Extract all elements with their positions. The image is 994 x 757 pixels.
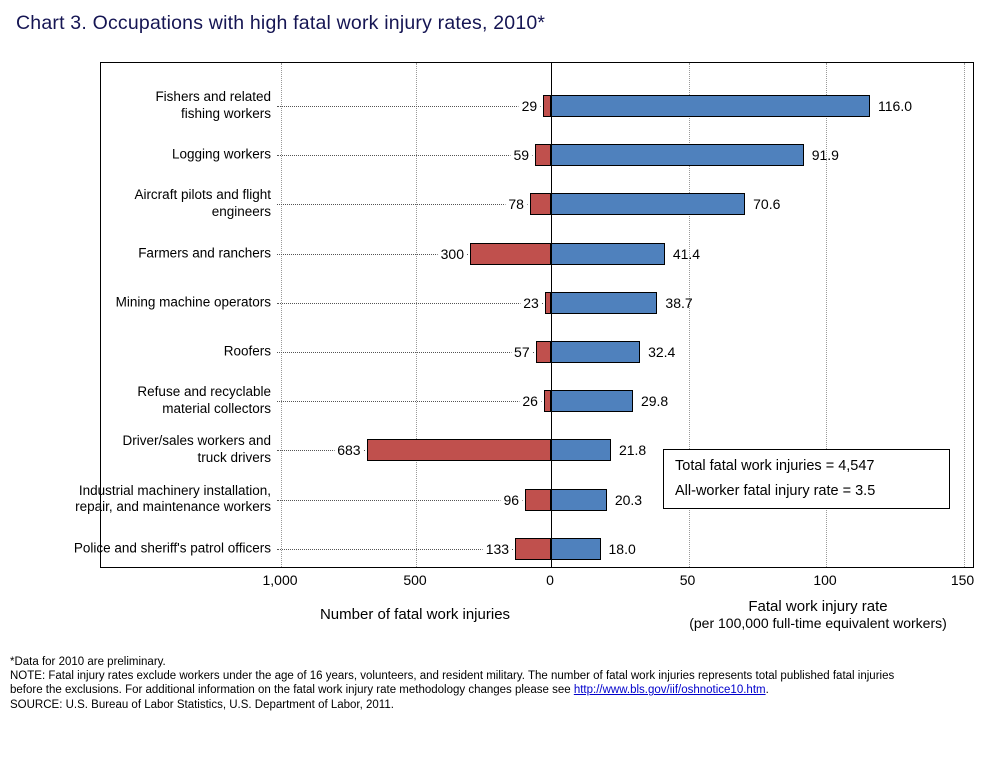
leader-line xyxy=(277,253,468,255)
right-axis-tick: 150 xyxy=(950,572,975,588)
bar-injury-rate xyxy=(551,242,665,265)
injury-count-label: 23 xyxy=(520,294,542,311)
left-axis-title: Number of fatal work injuries xyxy=(319,606,511,623)
gridline-right-axis xyxy=(963,63,965,567)
left-axis-tick: 0 xyxy=(546,572,554,588)
bar-injury-rate xyxy=(551,95,870,117)
injury-count-label: 683 xyxy=(334,442,364,459)
preliminary-note: *Data for 2010 are preliminary. xyxy=(10,656,166,668)
category-label: Mining machine operators xyxy=(115,294,271,310)
injury-rate-label: 29.8 xyxy=(640,393,669,410)
category-label: Industrial machinery installation, repair… xyxy=(75,482,271,515)
leader-line xyxy=(277,401,542,403)
bar-fatal-injuries xyxy=(544,291,551,314)
bar-injury-rate xyxy=(551,488,607,511)
leader-line xyxy=(277,155,534,157)
bar-fatal-injuries xyxy=(543,390,551,413)
plot-frame: Fishers and related fishing workers 29 116.… xyxy=(74,62,974,568)
injury-rate-label: 70.6 xyxy=(753,196,781,213)
category-label: Logging workers xyxy=(171,146,271,162)
injury-rate-label: 91.9 xyxy=(811,147,839,164)
note-line2: before the exclusions. For additional in… xyxy=(10,683,988,697)
bar-fatal-injuries xyxy=(515,537,551,560)
bar-injury-rate xyxy=(551,291,658,314)
chart-title: Chart 3. Occupations with high fatal wor… xyxy=(16,12,546,34)
leader-line xyxy=(277,548,514,550)
injury-rate-label: 41.4 xyxy=(672,245,701,262)
leader-line xyxy=(277,499,524,501)
bar-injury-rate xyxy=(551,341,641,363)
injury-count-label: 96 xyxy=(500,491,523,508)
right-axis-title: Fatal work injury rate (per 100,000 full… xyxy=(689,598,947,632)
leader-line xyxy=(277,106,542,107)
left-axis-tick: 1,000 xyxy=(262,572,298,588)
total-injuries-text: Total fatal work injuries = 4,547 xyxy=(675,458,875,474)
injury-rate-label: 20.3 xyxy=(614,491,643,508)
injury-rate-label: 116.0 xyxy=(878,98,912,114)
injury-count-label: 59 xyxy=(510,147,533,164)
bar-fatal-injuries xyxy=(535,144,551,167)
gridline-right-axis xyxy=(688,63,690,567)
right-axis-tick: 100 xyxy=(813,572,837,588)
x-axis-ticks: 1,000 500 0 50 100 150 xyxy=(100,572,974,590)
category-label: Police and sheriff's patrol officers xyxy=(73,540,271,556)
injury-rate-label: 38.7 xyxy=(665,294,693,311)
footnotes: *Data for 2010 are preliminary. NOTE: Fa… xyxy=(10,655,988,712)
bar-injury-rate xyxy=(551,144,804,167)
leader-line xyxy=(277,352,534,353)
bar-fatal-injuries xyxy=(470,242,551,265)
bar-fatal-injuries xyxy=(525,488,551,511)
category-label: Aircraft pilots and flight engineers xyxy=(134,187,271,220)
category-label: Roofers xyxy=(223,343,271,359)
bar-fatal-injuries xyxy=(366,439,551,462)
gridline-left-axis xyxy=(281,63,282,567)
bar-fatal-injuries xyxy=(535,341,551,363)
leader-line xyxy=(277,204,528,206)
bar-injury-rate xyxy=(551,439,611,462)
right-axis-title-line2: (per 100,000 full-time equivalent worker… xyxy=(689,615,947,631)
injury-count-label: 78 xyxy=(505,196,527,213)
injury-rate-label: 21.8 xyxy=(618,442,647,459)
bar-injury-rate xyxy=(551,537,601,560)
injury-count-label: 26 xyxy=(519,393,541,410)
injury-rate-label: 18.0 xyxy=(608,540,636,557)
zero-axis-line xyxy=(551,63,552,567)
bar-injury-rate xyxy=(551,193,746,216)
bar-fatal-injuries xyxy=(529,193,551,216)
category-label: Refuse and recyclable material collectors xyxy=(137,384,271,417)
leader-line xyxy=(277,302,543,304)
note-line2-text: before the exclusions. For additional in… xyxy=(10,684,574,697)
injury-count-label: 300 xyxy=(437,245,467,262)
injury-count-label: 57 xyxy=(511,344,533,360)
note-line1: NOTE: Fatal injury rates exclude workers… xyxy=(10,670,895,683)
injury-count-label: 29 xyxy=(518,98,541,114)
summary-annotation-box: Total fatal work injuries = 4,547 All-wo… xyxy=(663,449,950,509)
bar-fatal-injuries xyxy=(543,95,551,117)
gridline-left-axis xyxy=(416,63,417,567)
category-label: Farmers and ranchers xyxy=(138,245,271,261)
bar-injury-rate xyxy=(551,390,633,413)
right-axis-tick: 50 xyxy=(679,572,696,588)
category-label: Fishers and related fishing workers xyxy=(155,89,271,121)
gridline-right-axis xyxy=(826,63,827,567)
left-axis-tick: 500 xyxy=(403,572,427,588)
source-note: SOURCE: U.S. Bureau of Labor Statistics,… xyxy=(10,698,394,711)
category-label: Driver/sales workers and truck drivers xyxy=(122,433,271,466)
injury-rate-label: 32.4 xyxy=(648,344,676,360)
injury-count-label: 133 xyxy=(482,540,513,557)
oshnotice-link[interactable]: http://www.bls.gov/iif/oshnotice10.htm xyxy=(573,684,766,697)
all-worker-rate-text: All-worker fatal injury rate = 3.5 xyxy=(675,483,876,499)
plot-area: Fishers and related fishing workers 29 116.… xyxy=(74,63,973,567)
leader-line xyxy=(277,450,365,452)
right-axis-title-line1: Fatal work injury rate xyxy=(748,598,888,615)
note-line2-period: . xyxy=(765,684,769,697)
